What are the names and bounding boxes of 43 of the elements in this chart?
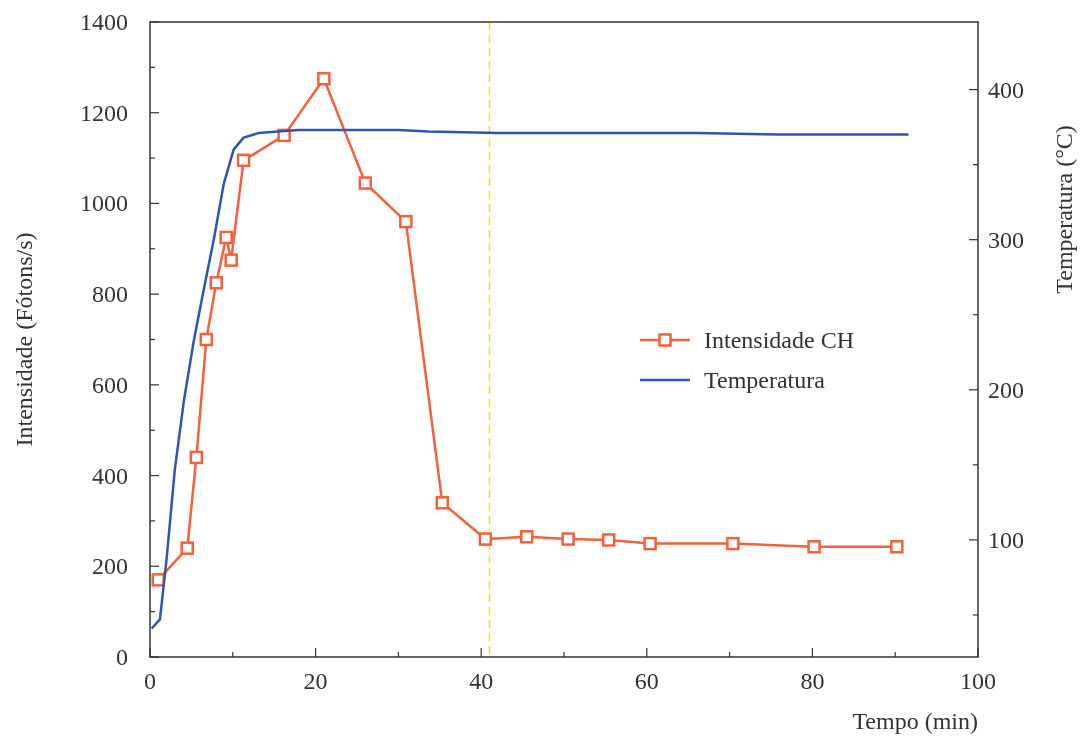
y-tick-label: 800 (92, 281, 128, 308)
point (224, 253, 238, 267)
legend-label: Intensidade CH (704, 327, 854, 353)
y-tick-label: 400 (92, 462, 128, 489)
point (726, 536, 740, 551)
x-tick-label: 0 (144, 668, 156, 694)
y2-tick-label: 300 (988, 226, 1024, 253)
point (643, 536, 657, 551)
point (890, 540, 904, 554)
point (180, 541, 195, 555)
point (478, 532, 493, 546)
point (317, 71, 331, 86)
point (435, 496, 450, 510)
y-axis-title: Intensidade (Fótons/s) (11, 232, 37, 447)
point (561, 532, 575, 546)
x-tick-label: 20 (303, 668, 328, 694)
x-tick-label: 100 (960, 668, 996, 694)
point (399, 214, 413, 229)
y-tick-label: 1400 (80, 9, 128, 35)
y-tick-label: 0 (116, 644, 128, 670)
point (219, 230, 233, 245)
x-tick-label: 60 (634, 668, 659, 694)
point (601, 533, 616, 547)
point (189, 450, 204, 465)
y2-tick-label: 200 (988, 376, 1024, 403)
x-tick-label: 40 (469, 668, 494, 694)
legend-label: Temperatura (704, 367, 826, 393)
point (807, 540, 821, 554)
x-axis-title: Tempo (min) (852, 708, 978, 734)
y-tick-label: 1000 (80, 190, 128, 217)
y2-tick-label: 100 (988, 526, 1024, 553)
y2-axis-title: Temperatura (°C) (1051, 125, 1077, 294)
y-tick-label: 600 (92, 371, 128, 398)
line-series (150, 128, 910, 630)
point (236, 153, 251, 168)
point (519, 530, 534, 544)
point (199, 332, 214, 347)
y-tick-label: 1200 (80, 99, 128, 126)
x-tick-label: 80 (800, 668, 825, 694)
point (209, 276, 223, 290)
y2-tick-label: 400 (988, 76, 1024, 103)
y-tick-label: 200 (92, 553, 128, 580)
point (358, 176, 373, 190)
